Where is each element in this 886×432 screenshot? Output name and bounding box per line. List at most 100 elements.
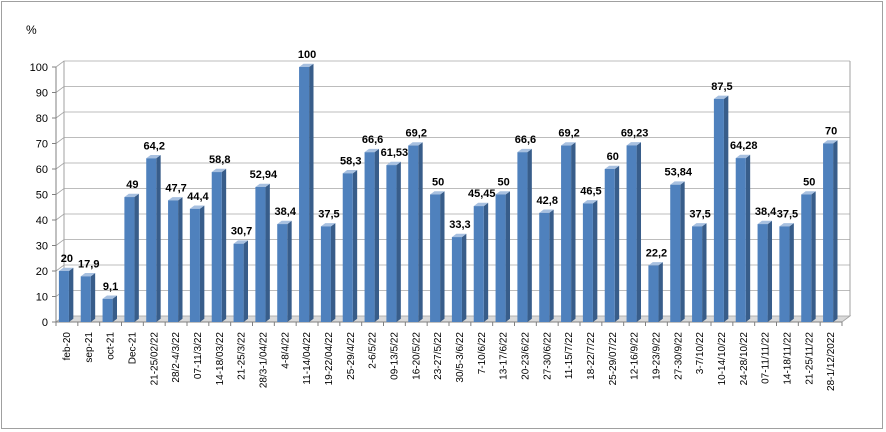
bar-front (168, 200, 179, 322)
bar (517, 148, 532, 322)
bar-side (134, 193, 139, 322)
bar-front (823, 143, 834, 322)
bar-top (233, 240, 249, 244)
bar-side (833, 140, 838, 322)
data-label: 66,6 (362, 134, 383, 146)
bar-top (801, 191, 816, 195)
bar-front (299, 67, 310, 322)
bar-top (408, 142, 423, 146)
bar-front (320, 226, 331, 322)
bar-front (342, 173, 353, 322)
bar-front (801, 194, 812, 322)
data-label: 44,4 (187, 191, 209, 203)
bar-side (112, 295, 118, 322)
bar-side (309, 63, 314, 322)
data-label: 58,8 (209, 154, 230, 166)
x-tick-label: 30/5-3/6/22 (455, 332, 466, 383)
bar-front (58, 271, 69, 322)
data-label: 37,5 (318, 208, 339, 220)
bar-side (221, 168, 227, 322)
data-label: 42,8 (537, 195, 558, 207)
bar-front (648, 265, 659, 322)
gridline (55, 111, 850, 119)
bar-top (823, 140, 838, 144)
bar-side (592, 200, 598, 322)
data-label: 69,2 (406, 128, 427, 140)
bar-side (243, 240, 249, 322)
bar-side (680, 181, 685, 322)
bar-front (757, 224, 768, 322)
bar-side (265, 183, 270, 322)
bar-side (614, 165, 620, 322)
bar-top (124, 193, 139, 198)
bar-top (430, 191, 445, 195)
bar (364, 148, 380, 322)
bar-side (636, 142, 642, 322)
bar (342, 170, 358, 322)
bar-front (364, 152, 375, 322)
data-label: 87,5 (711, 81, 732, 93)
bar-side (461, 233, 467, 322)
bar (320, 223, 336, 322)
x-tick-label: 4-8/4/22 (280, 332, 291, 369)
bar-top (277, 220, 292, 225)
bar-top (255, 183, 270, 188)
bar-top (604, 165, 620, 169)
bar-front (692, 226, 703, 322)
bar-top (386, 161, 401, 166)
bar-front (779, 226, 790, 322)
y-tick-label: 10 (36, 292, 48, 304)
bar-side (418, 142, 423, 322)
bar (823, 140, 838, 322)
bar-front (408, 145, 419, 322)
bar-top (757, 220, 773, 225)
x-tick-label: 21-25/3/22 (237, 332, 248, 380)
y-tick-label: 90 (36, 88, 48, 100)
bar-front (626, 145, 637, 322)
x-tick-label: 21-25/11/22 (804, 332, 815, 385)
y-tick-label: 40 (36, 215, 48, 227)
data-label: 22,2 (646, 247, 667, 259)
data-label: 20 (61, 253, 73, 265)
y-axis-unit-label: % (26, 23, 37, 37)
y-tick-label: 30 (36, 241, 48, 253)
bar (735, 154, 751, 322)
x-tick-label: 23-27/5/22 (433, 332, 444, 380)
bar-top (670, 181, 685, 185)
bar-side (178, 197, 183, 322)
bar-side (374, 148, 380, 322)
bar (626, 142, 642, 322)
data-label: 30,7 (231, 226, 252, 238)
data-label: 50 (497, 177, 509, 189)
bar-front (582, 203, 593, 322)
data-label: 69,2 (558, 128, 579, 140)
bar-side (702, 223, 707, 322)
bar (801, 191, 816, 322)
x-tick-label: 07-11/3/22 (193, 332, 204, 380)
data-label: 60 (607, 151, 619, 163)
data-label: 53,84 (664, 167, 692, 179)
bar-top (168, 197, 183, 201)
x-tick-label: sep-21 (84, 332, 95, 363)
bar (604, 165, 620, 322)
data-label: 100 (298, 49, 316, 61)
bar (648, 262, 663, 322)
bar-top (58, 267, 74, 271)
data-label: 37,5 (777, 208, 798, 220)
bar-top (626, 142, 642, 146)
bar (582, 200, 598, 322)
bar-side (723, 95, 729, 322)
bar (233, 240, 249, 322)
data-label: 38,4 (275, 206, 297, 218)
x-tick-label: 18-22/7/22 (586, 332, 597, 380)
bar (386, 161, 401, 322)
x-tick-label: 07-11/11/22 (761, 332, 772, 384)
y-tick-label: 80 (36, 113, 48, 125)
bar-top (582, 200, 598, 204)
x-tick-label: 19-22/04/22 (324, 332, 335, 386)
bar-front (189, 208, 200, 322)
bar (277, 220, 292, 322)
data-label: 45,45 (468, 188, 496, 200)
data-label: 70 (825, 126, 837, 138)
